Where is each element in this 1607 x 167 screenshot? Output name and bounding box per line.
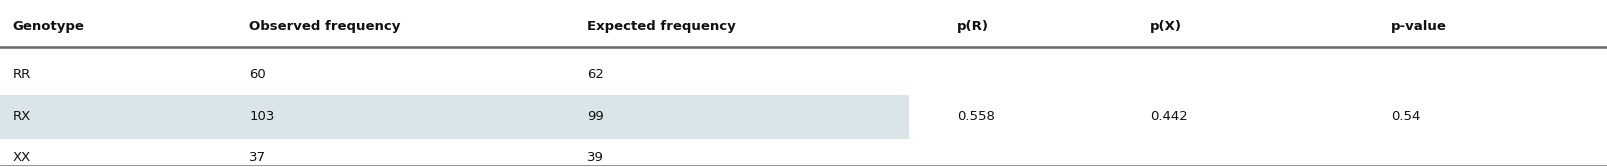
Text: RR: RR [13, 68, 31, 81]
Text: 37: 37 [249, 151, 267, 164]
Text: 0.442: 0.442 [1149, 110, 1186, 123]
Text: RX: RX [13, 110, 31, 123]
Text: p(R): p(R) [956, 20, 988, 33]
Text: Genotype: Genotype [13, 20, 85, 33]
Bar [0, 95, 908, 139]
Text: p-value: p-value [1390, 20, 1446, 33]
Text: 0.558: 0.558 [956, 110, 995, 123]
Text: Expected frequency: Expected frequency [587, 20, 736, 33]
Text: p(X): p(X) [1149, 20, 1181, 33]
Text: 60: 60 [249, 68, 265, 81]
Text: 39: 39 [587, 151, 603, 164]
Text: Observed frequency: Observed frequency [249, 20, 400, 33]
Text: 99: 99 [587, 110, 603, 123]
Text: 0.54: 0.54 [1390, 110, 1419, 123]
Text: 103: 103 [249, 110, 275, 123]
Text: XX: XX [13, 151, 31, 164]
Text: 62: 62 [587, 68, 603, 81]
